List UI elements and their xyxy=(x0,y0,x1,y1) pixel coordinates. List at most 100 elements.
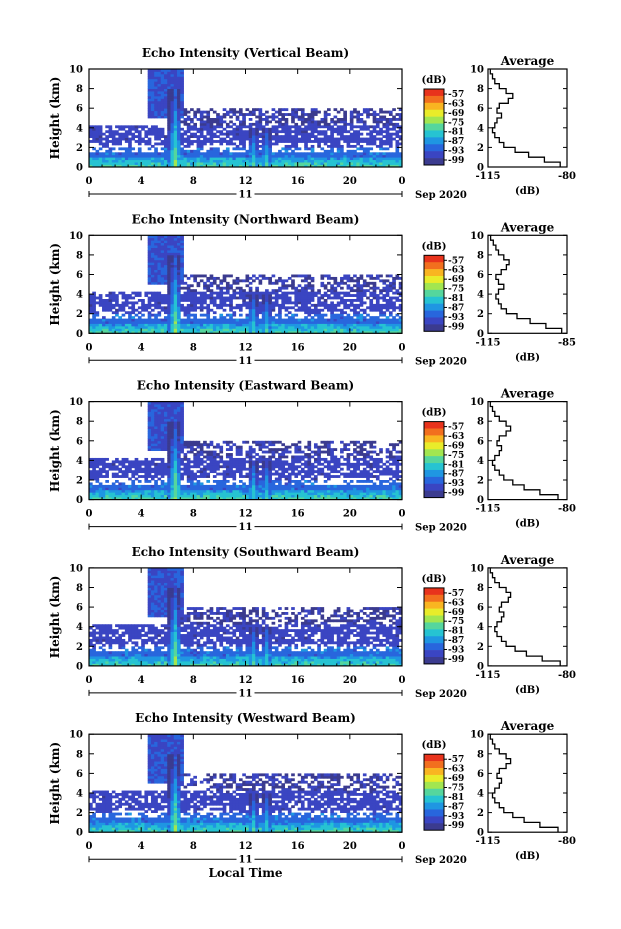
heatmap-cell xyxy=(349,120,354,124)
heatmap-cell xyxy=(141,489,145,493)
heatmap-cell xyxy=(278,303,282,307)
heatmap-cell xyxy=(118,132,122,136)
heatmap-cell xyxy=(105,159,109,163)
heatmap-cell xyxy=(183,323,188,327)
heatmap-cell xyxy=(281,125,286,129)
heatmap-cell xyxy=(199,122,204,126)
heatmap-cell xyxy=(356,164,361,168)
heatmap-cell xyxy=(379,157,383,161)
heatmap-cell xyxy=(196,110,201,114)
heatmap-cell xyxy=(385,291,390,295)
heatmap-cell xyxy=(271,108,276,112)
heatmap-cell xyxy=(372,289,377,293)
heatmap-cell xyxy=(111,472,116,476)
heatmap-cell xyxy=(102,306,106,310)
heatmap-cell xyxy=(340,279,344,283)
heatmap-cell xyxy=(180,435,184,439)
heatmap-cell xyxy=(340,108,344,112)
heatmap-cell xyxy=(147,279,152,283)
heatmap-cell xyxy=(261,467,266,471)
heatmap-cell xyxy=(255,480,259,483)
heatmap-cell xyxy=(225,470,230,474)
heatmap-cell xyxy=(382,281,387,285)
heatmap-cell xyxy=(183,130,188,134)
heatmap-cell xyxy=(108,154,113,158)
heatmap-cell xyxy=(131,482,136,486)
heatmap-cell xyxy=(177,108,181,112)
heatmap-cell xyxy=(268,142,272,146)
heatmap-cell xyxy=(167,154,171,158)
heatmap-cell xyxy=(121,487,126,491)
heatmap-cell xyxy=(163,152,168,156)
heatmap-cell xyxy=(369,291,374,295)
heatmap-cell xyxy=(163,86,168,89)
heatmap-cell xyxy=(131,462,136,466)
heatmap-cell xyxy=(304,162,308,165)
heatmap-cell xyxy=(382,328,387,332)
heatmap-cell xyxy=(353,303,357,307)
heatmap-cell xyxy=(323,135,328,138)
heatmap-cell xyxy=(349,318,354,322)
heatmap-cell xyxy=(163,497,168,500)
heatmap-cell xyxy=(255,286,259,290)
heatmap-cell xyxy=(212,147,217,151)
heatmap-cell xyxy=(196,284,201,288)
heatmap-cell xyxy=(281,301,286,305)
heatmap-cell xyxy=(261,484,266,488)
heatmap-cell xyxy=(300,291,305,295)
heatmap-cell xyxy=(291,284,295,288)
heatmap-cell xyxy=(209,284,214,288)
heatmap-cell xyxy=(265,159,269,163)
heatmap-cell xyxy=(167,411,171,415)
heatmap-cell xyxy=(336,301,341,305)
heatmap-cell xyxy=(177,120,181,124)
heatmap-cell xyxy=(265,475,269,478)
heatmap-cell xyxy=(154,83,158,87)
heatmap-cell xyxy=(115,460,119,464)
heatmap-cell xyxy=(359,132,364,136)
heatmap-cell xyxy=(252,152,256,156)
heatmap-cell xyxy=(157,494,162,498)
heatmap-cell xyxy=(128,313,132,317)
heatmap-cell xyxy=(131,132,136,136)
heatmap-cell xyxy=(353,313,357,317)
heatmap-cell xyxy=(255,137,259,141)
heatmap-cell xyxy=(216,157,220,161)
heatmap-cell xyxy=(180,413,184,417)
heatmap-cell xyxy=(333,162,338,165)
heatmap-cell xyxy=(144,164,149,168)
heatmap-cell xyxy=(362,325,367,329)
heatmap-cell xyxy=(118,157,122,161)
heatmap-cell xyxy=(245,323,250,327)
heatmap-cell xyxy=(255,321,259,324)
heatmap-cell xyxy=(278,311,282,315)
heatmap-cell xyxy=(147,423,152,427)
heatmap-cell xyxy=(229,455,233,459)
heatmap-cell xyxy=(89,487,93,491)
heatmap-cell xyxy=(137,330,142,334)
heatmap-cell xyxy=(281,159,286,163)
heatmap-cell xyxy=(248,294,253,297)
heatmap-cell xyxy=(395,132,400,136)
heatmap-cell xyxy=(327,154,331,158)
heatmap-cell xyxy=(392,291,396,295)
heatmap-cell xyxy=(212,157,217,161)
heatmap-cell xyxy=(167,81,171,85)
heatmap-cell xyxy=(177,240,181,244)
heatmap-cell xyxy=(353,132,357,136)
heatmap-cell xyxy=(216,152,220,156)
heatmap-cell xyxy=(255,296,259,300)
heatmap-cell xyxy=(252,157,256,161)
heatmap-cell xyxy=(258,120,263,124)
heatmap-cell xyxy=(157,103,162,107)
heatmap-cell xyxy=(349,132,354,136)
heatmap-cell xyxy=(327,162,331,165)
heatmap-cell xyxy=(219,484,224,488)
heatmap-cell xyxy=(216,497,220,500)
heatmap-cell xyxy=(141,467,145,471)
heatmap-cell xyxy=(177,149,181,153)
average-x-tick-label: -80 xyxy=(558,171,576,182)
heatmap-cell xyxy=(203,318,207,322)
heatmap-cell xyxy=(229,492,233,496)
heatmap-cell xyxy=(89,457,93,461)
